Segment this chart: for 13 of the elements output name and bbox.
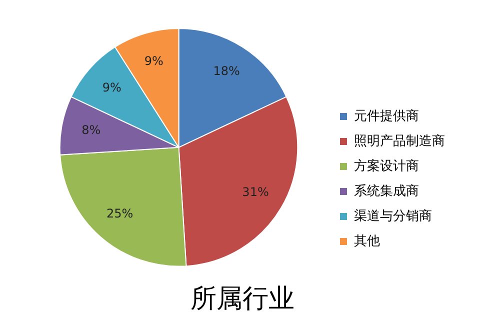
data-label: 9% [144,54,164,68]
data-label: 9% [102,80,122,95]
legend-label: 渠道与分销商 [354,208,432,224]
data-label: 31% [242,184,269,199]
legend-label: 方案设计商 [354,158,419,174]
legend-label: 系统集成商 [354,184,419,199]
data-label: 8% [82,122,101,137]
legend-label: 元件提供商 [354,108,419,124]
legend-label: 照明产品制造商 [354,134,445,149]
legend-label: 其他 [354,234,380,249]
text: 所属行业 [190,284,294,314]
data-label: 25% [106,206,134,220]
data-label: 18% [213,64,240,78]
